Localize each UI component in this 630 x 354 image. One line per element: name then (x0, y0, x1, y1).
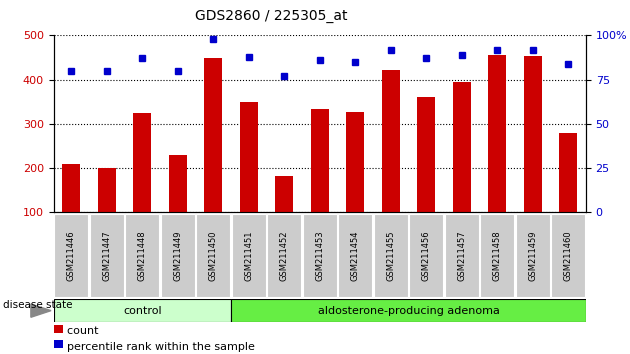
Bar (382, 70, 399, 212)
Text: GSM211460: GSM211460 (564, 230, 573, 281)
FancyBboxPatch shape (409, 214, 444, 297)
Text: GDS2860 / 225305_at: GDS2860 / 225305_at (195, 9, 347, 23)
Text: GSM211449: GSM211449 (173, 230, 182, 281)
Text: GSM211458: GSM211458 (493, 230, 501, 281)
FancyBboxPatch shape (551, 214, 585, 297)
FancyBboxPatch shape (196, 214, 231, 297)
Bar (453, 82, 471, 212)
Text: GSM211448: GSM211448 (138, 230, 147, 281)
Text: disease state: disease state (3, 300, 72, 310)
Text: aldosterone-producing adenoma: aldosterone-producing adenoma (318, 306, 500, 316)
FancyBboxPatch shape (515, 214, 550, 297)
Text: count: count (60, 326, 98, 336)
FancyBboxPatch shape (267, 214, 301, 297)
Bar (98, 168, 116, 212)
Bar (54, 340, 62, 348)
Text: GSM211447: GSM211447 (102, 230, 112, 281)
Bar (204, 57, 222, 212)
Text: control: control (123, 306, 161, 316)
FancyBboxPatch shape (161, 214, 195, 297)
Text: GSM211459: GSM211459 (528, 230, 537, 281)
Bar (417, 97, 435, 212)
Bar (275, 176, 293, 212)
FancyBboxPatch shape (231, 299, 586, 322)
Text: percentile rank within the sample: percentile rank within the sample (60, 342, 255, 352)
Bar (169, 155, 186, 212)
Text: GSM211457: GSM211457 (457, 230, 466, 281)
FancyBboxPatch shape (54, 214, 88, 297)
FancyBboxPatch shape (338, 214, 372, 297)
FancyBboxPatch shape (54, 299, 231, 322)
FancyBboxPatch shape (374, 214, 408, 297)
Polygon shape (31, 304, 51, 317)
FancyBboxPatch shape (89, 214, 124, 297)
Text: GSM211456: GSM211456 (421, 230, 431, 281)
Bar (62, 164, 80, 212)
Bar (240, 102, 258, 212)
FancyBboxPatch shape (125, 214, 159, 297)
FancyBboxPatch shape (480, 214, 514, 297)
Text: GSM211453: GSM211453 (315, 230, 324, 281)
FancyBboxPatch shape (232, 214, 266, 297)
Text: GSM211450: GSM211450 (209, 230, 218, 281)
Bar (311, 109, 329, 212)
FancyBboxPatch shape (302, 214, 337, 297)
Text: GSM211454: GSM211454 (351, 230, 360, 281)
FancyBboxPatch shape (445, 214, 479, 297)
Text: GSM211451: GSM211451 (244, 230, 253, 281)
Bar (488, 55, 506, 212)
Bar (54, 325, 62, 333)
Bar (346, 112, 364, 212)
Bar (524, 56, 542, 212)
Text: GSM211446: GSM211446 (67, 230, 76, 281)
Bar (134, 113, 151, 212)
Bar (559, 133, 577, 212)
Text: GSM211452: GSM211452 (280, 230, 289, 281)
Text: GSM211455: GSM211455 (386, 230, 395, 281)
